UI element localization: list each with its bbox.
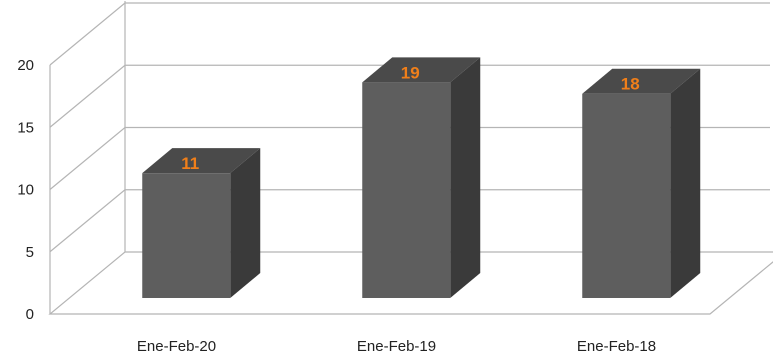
y-tick-label: 10	[17, 182, 34, 199]
bar-side	[450, 57, 481, 298]
data-label: 19	[401, 63, 420, 82]
x-tick-label: Ene-Feb-19	[357, 338, 436, 355]
x-tick-label: Ene-Feb-20	[137, 338, 216, 355]
bars: 11 19 18	[142, 57, 701, 298]
y-axis-ticks: 0 5 10 15 20	[17, 57, 34, 323]
bar-side	[230, 148, 261, 298]
gridline	[49, 126, 770, 190]
data-label: 11	[181, 154, 199, 173]
gridlines	[49, 2, 770, 253]
bar-side	[670, 68, 701, 298]
y-tick-label: 20	[17, 57, 34, 74]
x-axis-labels: Ene-Feb-20 Ene-Feb-19 Ene-Feb-18	[137, 338, 656, 355]
bar-top	[142, 148, 261, 174]
bar	[142, 173, 231, 298]
bar	[582, 93, 671, 298]
y-tick-label: 0	[26, 306, 34, 323]
x-tick-label: Ene-Feb-18	[577, 338, 656, 355]
floor-outline	[48, 251, 773, 315]
y-tick-label: 15	[17, 119, 34, 136]
y-tick-label: 5	[26, 244, 34, 261]
gridline	[49, 64, 770, 128]
bar-top	[362, 57, 481, 83]
gridline	[49, 189, 770, 253]
bar-top	[582, 68, 701, 94]
data-label: 18	[621, 75, 640, 94]
bar	[362, 82, 451, 298]
gridline	[49, 2, 770, 66]
